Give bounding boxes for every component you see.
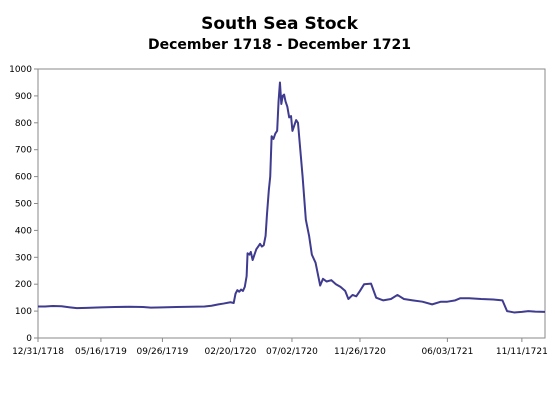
x-tick-label: 11/11/1721 <box>496 347 548 357</box>
y-tick-label: 200 <box>15 280 32 290</box>
y-tick-label: 100 <box>15 307 32 317</box>
y-tick-label: 0 <box>26 334 32 344</box>
x-tick-label: 07/02/1720 <box>266 347 318 357</box>
chart-title: South Sea Stock <box>201 14 358 34</box>
x-tick-label: 02/20/1720 <box>205 347 257 357</box>
y-tick-label: 1000 <box>9 65 32 75</box>
x-tick-label: 06/03/1721 <box>421 347 473 357</box>
y-tick-label: 300 <box>15 253 32 263</box>
y-tick-label: 600 <box>15 173 32 183</box>
series-line <box>38 81 546 314</box>
y-tick-label: 500 <box>15 200 32 210</box>
y-tick-label: 700 <box>15 146 32 156</box>
y-tick-label: 400 <box>15 226 32 236</box>
chart-subtitle: December 1718 - December 1721 <box>147 37 412 53</box>
y-tick-label: 800 <box>15 119 32 129</box>
x-tick-label: 09/26/1719 <box>136 347 188 357</box>
x-tick-label: 11/26/1720 <box>334 347 386 357</box>
y-tick-label: 900 <box>15 92 32 102</box>
x-tick-label: 05/16/1719 <box>75 347 127 357</box>
x-tick-label: 12/31/1718 <box>12 347 64 357</box>
